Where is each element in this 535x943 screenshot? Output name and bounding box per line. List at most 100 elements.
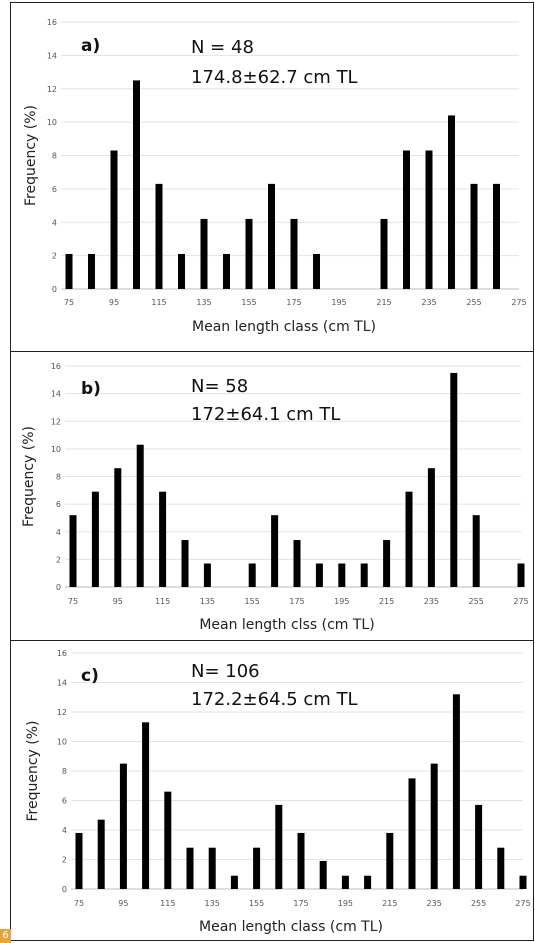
x-tick-label-a: 215 [376, 298, 391, 307]
page-number: 6 [0, 929, 11, 943]
bar-c-175 [297, 832, 305, 889]
bar-a-255 [470, 183, 478, 289]
x-tick-label-c: 115 [160, 899, 175, 908]
bar-a-145 [223, 253, 230, 289]
x-tick-label-c: 95 [118, 899, 128, 908]
bar-a-125 [178, 253, 185, 289]
bar-b-235 [427, 468, 435, 587]
y-axis-label-b: Frequency (%) [21, 426, 37, 527]
sample-size-annotation-c: N= 106 [191, 661, 260, 682]
y-tick-label-c: 6 [62, 797, 67, 806]
x-tick-label-a: 275 [511, 298, 526, 307]
bar-b-95 [114, 468, 122, 587]
bar-c-155 [253, 847, 261, 889]
y-tick-label-a: 4 [52, 218, 57, 227]
panel-label-b: b) [81, 379, 101, 399]
bar-a-75 [65, 253, 73, 289]
y-tick-label-b: 6 [56, 500, 61, 509]
x-tick-label-b: 215 [379, 597, 394, 606]
x-axis-label-b: Mean length clss (cm TL) [199, 617, 374, 633]
bar-b-205 [360, 563, 368, 587]
bar-c-135 [208, 847, 216, 889]
x-tick-label-b: 175 [289, 597, 304, 606]
mean-length-annotation-b: 172±64.1 cm TL [191, 404, 340, 425]
y-tick-label-b: 8 [56, 473, 61, 482]
y-tick-label-a: 8 [52, 152, 57, 161]
chart-b-svg: 0 2 4 6 8 10 12 14 16 75 95 115 135 155 175 195 215 235 25… [21, 362, 529, 633]
bar-c-205 [364, 875, 372, 889]
bar-b-75 [69, 515, 77, 587]
bar-c-215 [386, 832, 394, 889]
bar-a-135 [200, 218, 208, 289]
bar-c-195 [341, 875, 349, 889]
x-tick-label-a: 135 [196, 298, 211, 307]
y-tick-label-c: 14 [57, 679, 67, 688]
bar-b-225 [405, 491, 413, 587]
mean-length-annotation-a: 174.8±62.7 cm TL [191, 67, 358, 88]
x-tick-label-a: 155 [241, 298, 256, 307]
bar-b-275 [517, 563, 525, 587]
bar-a-115 [155, 183, 163, 289]
y-tick-label-a: 12 [47, 85, 57, 94]
y-tick-label-c: 12 [57, 708, 67, 717]
bar-a-245 [448, 115, 455, 289]
x-tick-label-b: 195 [334, 597, 349, 606]
y-tick-label-a: 0 [52, 285, 57, 294]
x-tick-label-b: 115 [155, 597, 170, 606]
bar-b-135 [203, 563, 211, 587]
y-tick-label-c: 0 [62, 885, 67, 894]
x-axis-label-a: Mean length class (cm TL) [192, 319, 376, 335]
bar-c-75 [75, 832, 83, 889]
chart-a-svg: 0 2 4 6 8 10 12 14 16 75 95 115 135 155 175 195 215 235 25… [23, 18, 527, 335]
x-tick-label-b: 275 [513, 597, 528, 606]
bar-c-145 [230, 875, 238, 889]
x-tick-label-c: 275 [515, 899, 530, 908]
bar-b-195 [338, 563, 346, 587]
x-tick-label-b: 155 [245, 597, 260, 606]
x-tick-label-b: 75 [68, 597, 78, 606]
bar-b-215 [383, 540, 391, 587]
x-tick-label-b: 95 [113, 597, 123, 606]
y-tick-label-c: 10 [57, 738, 67, 747]
chart-panel-c: 0 2 4 6 8 10 12 14 16 75 95 115 135 155 175 195 215 235 25… [10, 640, 534, 941]
bar-c-255 [475, 804, 483, 889]
y-axis-label-c: Frequency (%) [25, 720, 41, 821]
y-tick-label-a: 2 [52, 252, 57, 261]
x-axis-label-c: Mean length class (cm TL) [199, 919, 383, 935]
x-tick-label-a: 115 [151, 298, 166, 307]
bar-b-155 [248, 563, 256, 587]
bar-c-165 [275, 804, 283, 889]
bar-a-105 [133, 80, 140, 289]
y-tick-label-a: 10 [47, 118, 57, 127]
y-tick-label-c: 4 [62, 826, 67, 835]
y-tick-label-a: 14 [47, 51, 57, 60]
y-tick-label-c: 2 [62, 856, 67, 865]
y-tick-label-a: 16 [47, 18, 57, 27]
y-tick-label-b: 4 [56, 528, 61, 537]
x-tick-label-c: 215 [382, 899, 397, 908]
bar-b-185 [315, 563, 323, 587]
bar-c-225 [408, 778, 416, 889]
bar-c-265 [497, 847, 505, 889]
x-tick-label-a: 95 [109, 298, 119, 307]
bar-a-85 [88, 253, 95, 289]
bar-c-115 [164, 791, 172, 889]
bar-c-245 [452, 694, 460, 889]
bar-c-185 [319, 860, 327, 889]
bar-c-85 [97, 819, 105, 889]
y-tick-label-b: 10 [51, 445, 61, 454]
y-tick-label-b: 14 [51, 390, 61, 399]
bar-a-225 [403, 150, 410, 289]
x-tick-label-c: 195 [338, 899, 353, 908]
bar-b-115 [159, 491, 167, 587]
y-tick-label-b: 16 [51, 362, 61, 371]
bar-b-255 [472, 515, 480, 587]
bar-b-105 [136, 444, 144, 587]
bar-b-175 [293, 540, 301, 587]
y-tick-label-b: 2 [56, 555, 61, 564]
bar-b-245 [450, 372, 458, 587]
sample-size-annotation-a: N = 48 [191, 37, 254, 58]
bar-a-155 [245, 218, 253, 289]
bar-b-85 [91, 491, 99, 587]
x-tick-label-b: 255 [469, 597, 484, 606]
